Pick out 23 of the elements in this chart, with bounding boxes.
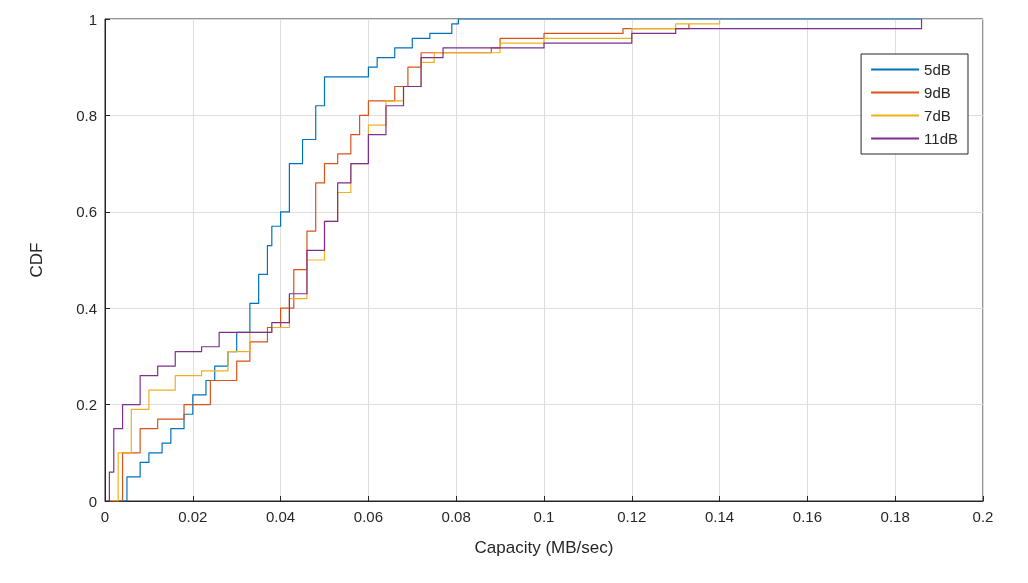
y-tick-label: 0.4 [76,299,97,317]
y-tick-label: 0 [88,492,97,510]
y-tick-label: 1 [88,10,97,28]
x-tick-label: 0.06 [353,508,383,525]
x-tick-label: 0.18 [880,508,910,525]
x-axis-title: Capacity (MB/sec) [474,538,614,557]
legend-label: 9dB [924,84,951,101]
y-tick-label: 0.2 [76,396,97,414]
y-tick-label: 0.8 [76,106,97,124]
legend-label: 7dB [924,107,951,124]
x-tick-label: 0.02 [178,508,208,525]
legend-label: 5dB [924,61,951,78]
x-tick-label: 0 [100,508,110,525]
x-tick-label: 0.04 [266,508,296,525]
y-axis-title: CDF [27,242,46,278]
x-tick-label: 0.16 [792,508,822,525]
x-tick-label: 0.12 [617,508,647,525]
x-tick-label: 0.08 [441,508,471,525]
x-tick-label: 0.2 [972,508,994,525]
legend-label: 11dB [924,130,958,147]
x-tick-label: 0.14 [705,508,735,525]
x-tick-label: 0.1 [533,508,555,525]
y-tick-label: 0.6 [76,203,97,221]
